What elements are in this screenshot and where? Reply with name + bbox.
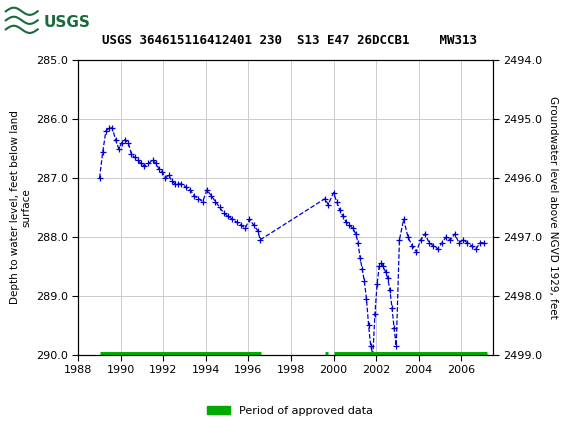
Y-axis label: Groundwater level above NGVD 1929, feet: Groundwater level above NGVD 1929, feet xyxy=(548,96,558,319)
FancyBboxPatch shape xyxy=(6,4,75,41)
Y-axis label: Depth to water level, feet below land
surface: Depth to water level, feet below land su… xyxy=(10,111,32,304)
Text: USGS: USGS xyxy=(44,15,90,30)
Legend: Period of approved data: Period of approved data xyxy=(203,401,377,420)
Text: USGS 364615116412401 230  S13 E47 26DCCB1    MW313: USGS 364615116412401 230 S13 E47 26DCCB1… xyxy=(103,34,477,47)
